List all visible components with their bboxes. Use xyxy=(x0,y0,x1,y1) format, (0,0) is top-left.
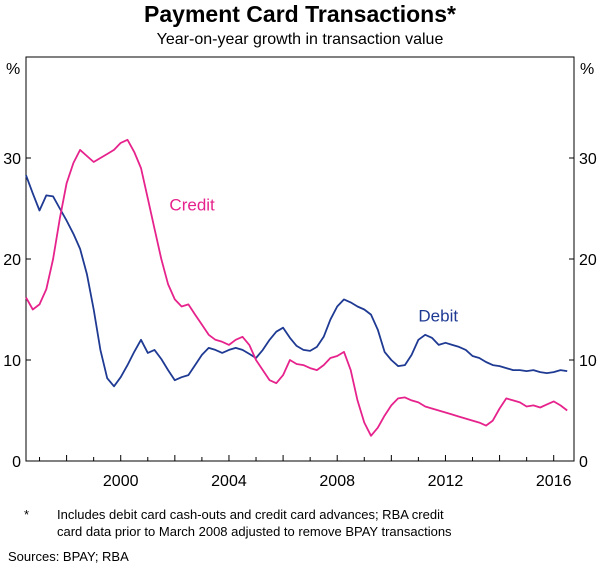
sources-note: Sources: BPAY; RBA xyxy=(8,549,129,564)
plot-frame xyxy=(25,56,575,462)
x-tick-label: 2008 xyxy=(319,473,355,490)
series-labels: Credit Debit xyxy=(169,196,458,326)
series-label-debit: Debit xyxy=(418,307,458,326)
footnote-line: card data prior to March 2008 adjusted t… xyxy=(57,524,452,539)
x-tick-label: 2000 xyxy=(103,473,139,490)
chart-plot-area: 0 0 10 10 20 20 30 30 2000 2004 2008 2012 2016 Credi… xyxy=(3,56,597,490)
y-tick-label-left: 10 xyxy=(3,353,21,370)
footnote-mark: * xyxy=(24,507,30,522)
chart-subtitle: Year-on-year growth in transaction value xyxy=(156,31,444,48)
y-tick-label-right: 20 xyxy=(579,252,597,269)
footnote-line: Includes debit card cash-outs and credit… xyxy=(57,507,444,522)
footnote-text: Includes debit card cash-outs and credit… xyxy=(57,506,577,540)
y-tick-label-left: 0 xyxy=(12,454,21,471)
x-tick-label: 2004 xyxy=(211,473,247,490)
y-tick-label-right: 30 xyxy=(579,151,597,168)
y-tick-label-left: 30 xyxy=(3,151,21,168)
y-tick-label-right: 10 xyxy=(579,353,597,370)
x-tick-label: 2016 xyxy=(536,473,572,490)
y-tick-label-right: 0 xyxy=(579,454,588,471)
y-tick-label-left: 20 xyxy=(3,252,21,269)
chart-title: Payment Card Transactions* xyxy=(144,1,456,27)
x-tick-label: 2012 xyxy=(428,473,464,490)
series-label-credit: Credit xyxy=(169,196,215,215)
series-line-credit xyxy=(25,138,568,437)
y-axis-unit-right: % xyxy=(580,61,594,78)
series-line-debit xyxy=(25,174,568,388)
series-layer xyxy=(25,138,568,437)
y-axis-unit-left: % xyxy=(6,61,20,78)
axis-ticks: 0 0 10 10 20 20 30 30 2000 2004 2008 2012 2016 xyxy=(3,151,597,490)
